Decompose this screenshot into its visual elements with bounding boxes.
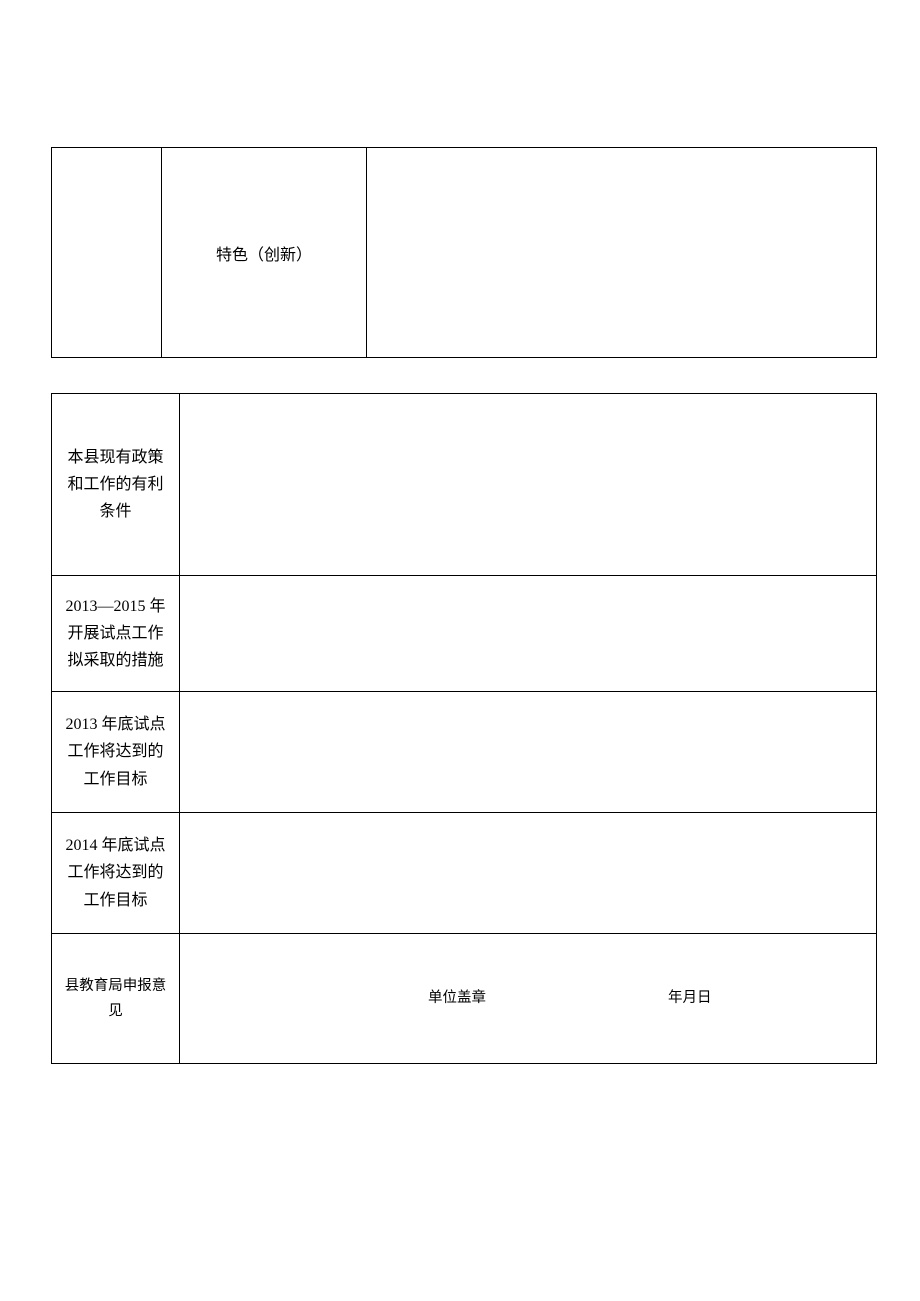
text-date: 年月日 [668,990,712,1006]
label-goal-2014: 2014 年底试点工作将达到的工作目标 [65,837,165,908]
cell-features-label: 特色（创新） [162,148,367,358]
table-row: 2014 年底试点工作将达到的工作目标 [52,813,877,934]
table-row: 2013—2015 年开展试点工作拟采取的措施 [52,576,877,692]
date-label: 年月日 [668,986,868,1011]
stamp-spacer [188,986,428,1011]
cell-goal-2013-label: 2013 年底试点工作将达到的工作目标 [52,692,180,813]
stamp-row: 单位盖章 年月日 [188,986,868,1011]
table-row: 县教育局申报意见 单位盖章 年月日 [52,934,877,1064]
table-row: 本县现有政策和工作的有利条件 [52,394,877,576]
cell-measures-content [180,576,877,692]
table-application: 本县现有政策和工作的有利条件 2013—2015 年开展试点工作拟采取的措施 2… [51,393,877,1064]
label-measures: 2013—2015 年开展试点工作拟采取的措施 [65,598,165,669]
cell-opinion-label: 县教育局申报意见 [52,934,180,1064]
table-row: 特色（创新） [52,148,877,358]
cell-opinion-content: 单位盖章 年月日 [180,934,877,1064]
cell-conditions-content [180,394,877,576]
table-row: 2013 年底试点工作将达到的工作目标 [52,692,877,813]
label-conditions: 本县现有政策和工作的有利条件 [67,449,163,520]
cell-measures-label: 2013—2015 年开展试点工作拟采取的措施 [52,576,180,692]
cell-empty-left [52,148,162,358]
label-opinion: 县教育局申报意见 [65,978,167,1019]
cell-goal-2013-content [180,692,877,813]
table-features: 特色（创新） [51,147,877,358]
cell-conditions-label: 本县现有政策和工作的有利条件 [52,394,180,576]
label-features: 特色（创新） [216,247,312,264]
cell-goal-2014-label: 2014 年底试点工作将达到的工作目标 [52,813,180,934]
text-stamp: 单位盖章 [428,990,486,1006]
stamp-label: 单位盖章 [428,986,668,1011]
cell-goal-2014-content [180,813,877,934]
cell-features-content [367,148,877,358]
label-goal-2013: 2013 年底试点工作将达到的工作目标 [65,716,165,787]
